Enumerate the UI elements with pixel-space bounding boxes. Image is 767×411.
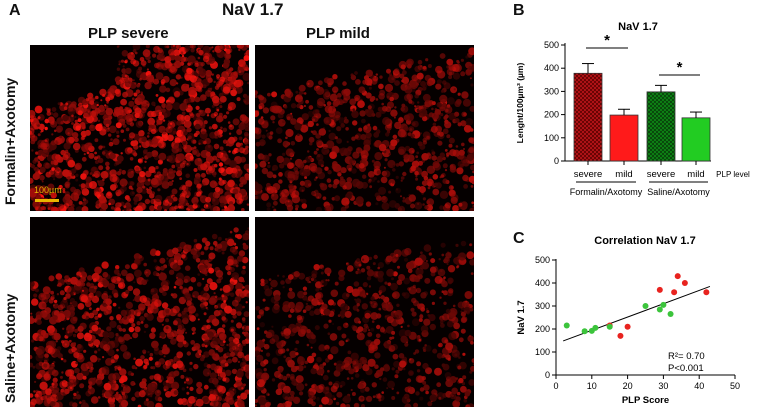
scatter-point-series-0 — [624, 323, 631, 330]
row-label-formalin: Formalin+Axotomy — [2, 77, 18, 205]
regression-line — [562, 285, 711, 342]
bar-category-label: severe — [574, 169, 603, 180]
scatter-chart: Correlation NaV 1.7 0 100 200 300 400 500 0 10 20… — [516, 235, 740, 406]
scatter-point-series-0 — [681, 280, 688, 286]
significance-star: * — [604, 32, 610, 49]
scatter-point-series-1 — [563, 322, 570, 329]
scatter-x-tick-label: 40 — [694, 381, 704, 391]
scatter-y-tick-label: 200 — [535, 324, 550, 334]
scatter-x-tick-label: 10 — [587, 381, 597, 391]
scatter-y-tick-label: 400 — [535, 278, 550, 288]
bar-category-label: severe — [647, 169, 676, 180]
bar-chart-title: NaV 1.7 — [618, 21, 658, 33]
bar-2 — [646, 91, 676, 162]
scatter-annotation-r2: R²= 0.70 — [668, 351, 705, 362]
micrograph-texture — [30, 45, 249, 211]
scatter-y-label: NaV 1.7 — [516, 300, 527, 334]
scatter-x-tick-label: 20 — [623, 381, 633, 391]
scatter-y-tick-label: 500 — [535, 255, 550, 265]
scatter-point-series-1 — [606, 323, 613, 330]
micrograph-saline-mild — [255, 217, 474, 407]
bar-chart: NaV 1.7 0 100 200 300 400 500 Lenght/100µm³ (µm… — [515, 21, 750, 197]
row-label-saline: Saline+Axotomy — [2, 293, 18, 403]
bar-y-label: Lenght/100µm³ (µm) — [515, 63, 525, 144]
scatter-point-series-1 — [642, 303, 649, 309]
bar-category-label: mild — [615, 169, 632, 180]
scale-bar-label: 100µm — [34, 185, 62, 195]
bar-y-tick-label: 0 — [554, 156, 559, 166]
scatter-y-tick-label: 100 — [535, 347, 550, 357]
scatter-point-series-1 — [592, 324, 599, 331]
micrograph-texture — [30, 227, 249, 407]
significance-star: * — [677, 59, 683, 76]
scale-bar — [35, 199, 59, 202]
bar-1 — [609, 114, 639, 162]
scatter-point-series-0 — [656, 286, 663, 293]
micrograph-formalin-mild — [255, 45, 474, 211]
micrograph-saline-severe — [30, 217, 249, 407]
bar-y-tick-label: 500 — [544, 40, 559, 50]
scatter-x-label: PLP Score — [622, 395, 669, 406]
bar-0 — [573, 72, 603, 162]
bar-y-tick-label: 100 — [544, 133, 559, 143]
scatter-y-tick-label: 300 — [535, 301, 550, 311]
bar-category-label: mild — [687, 169, 704, 180]
column-label-mild: PLP mild — [306, 25, 370, 42]
scatter-x-tick-label: 0 — [553, 381, 558, 391]
scatter-point-series-1 — [667, 311, 674, 318]
scatter-x-tick-label: 30 — [658, 381, 668, 391]
bar-3 — [681, 117, 711, 162]
column-label-severe: PLP severe — [88, 25, 169, 42]
panel-a-letter: A — [9, 2, 21, 19]
bar-group-label: Saline/Axotomy — [647, 187, 710, 197]
micrograph-texture — [255, 240, 474, 407]
micrograph-formalin-severe — [30, 45, 249, 211]
panel-c-letter: C — [513, 230, 525, 247]
scatter-point-series-0 — [703, 289, 710, 296]
bar-x-extra-label: PLP level — [716, 170, 750, 179]
scatter-annotation-p: P<0.001 — [668, 363, 704, 374]
scatter-point-series-0 — [674, 273, 681, 280]
scatter-y-tick-label: 0 — [545, 370, 550, 380]
scatter-point-series-1 — [656, 306, 663, 313]
bar-y-tick-label: 200 — [544, 110, 559, 120]
bar-group-label: Formalin/Axotomy — [570, 187, 643, 197]
scatter-x-tick-label: 50 — [730, 381, 740, 391]
bar-y-tick-label: 300 — [544, 86, 559, 96]
scatter-point-series-1 — [581, 328, 588, 335]
scatter-point-series-1 — [660, 301, 667, 308]
panel-a-title: NaV 1.7 — [222, 0, 284, 19]
scatter-title: Correlation NaV 1.7 — [594, 235, 695, 247]
scatter-point-series-0 — [671, 289, 678, 296]
micrograph-texture — [255, 47, 474, 211]
panel-b-letter: B — [513, 2, 525, 19]
scatter-point-series-0 — [617, 332, 624, 339]
bar-y-tick-label: 400 — [544, 63, 559, 73]
